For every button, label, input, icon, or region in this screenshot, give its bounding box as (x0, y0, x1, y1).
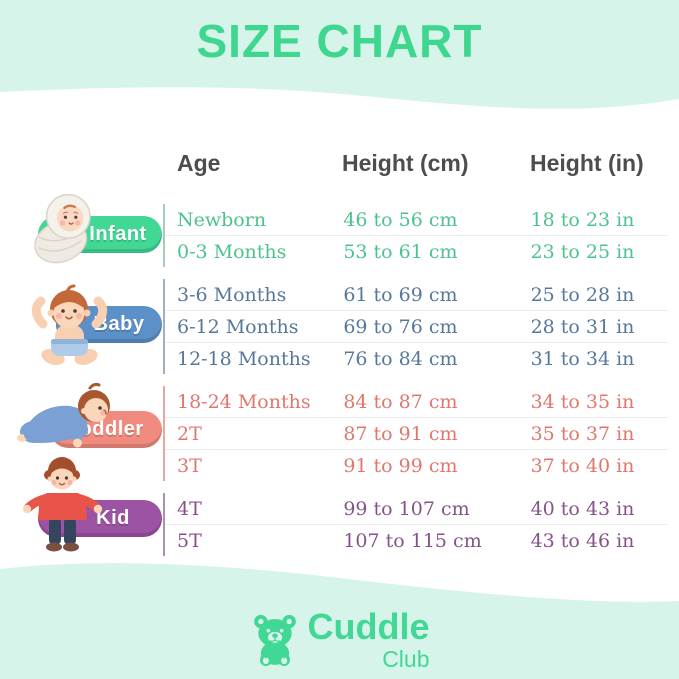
age-cell: 4T (177, 497, 202, 520)
table-row: 4T 99 to 107 cm 40 to 43 in (165, 493, 668, 524)
bottom-wave-divider (0, 557, 679, 602)
height-cm-cell: 46 to 56 cm (343, 208, 458, 231)
top-wave-divider (0, 87, 679, 126)
height-in-cell: 31 to 34 in (530, 347, 635, 370)
height-in-cell: 28 to 31 in (530, 315, 635, 338)
table-header-row: Age Height (cm) Height (in) (163, 146, 668, 180)
height-in-cell: 37 to 40 in (530, 454, 635, 477)
table-row: 6-12 Months 69 to 76 cm 28 to 31 in (165, 310, 668, 342)
group-baby: 3-6 Months 61 to 69 cm 25 to 28 in 6-12 … (163, 279, 668, 374)
age-cell: Newborn (177, 208, 267, 231)
height-cm-cell: 61 to 69 cm (343, 283, 458, 306)
crawling-toddler-icon (17, 382, 110, 448)
height-in-cell: 18 to 23 in (530, 208, 635, 231)
size-table: Age Height (cm) Height (in) Newborn 46 t… (163, 146, 668, 568)
column-header-height-cm: Height (cm) (342, 149, 469, 176)
group-toddler: 18-24 Months 84 to 87 cm 34 to 35 in 2T … (163, 386, 668, 481)
column-header-age: Age (177, 149, 221, 176)
height-cm-cell: 107 to 115 cm (343, 529, 482, 552)
teddy-bear-icon (253, 614, 296, 667)
age-cell: 2T (177, 422, 202, 445)
brand-name-block: Cuddle Club (308, 608, 430, 671)
brand-subname: Club (382, 645, 430, 672)
table-row: 3-6 Months 61 to 69 cm 25 to 28 in (165, 279, 668, 310)
table-row: 3T 91 to 99 cm 37 to 40 in (165, 449, 668, 481)
height-in-cell: 35 to 37 in (530, 422, 635, 445)
age-cell: 18-24 Months (177, 390, 311, 413)
height-cm-cell: 99 to 107 cm (343, 497, 470, 520)
height-cm-cell: 69 to 76 cm (343, 315, 458, 338)
age-cell: 3T (177, 454, 202, 477)
height-in-cell: 25 to 28 in (530, 283, 635, 306)
height-in-cell: 34 to 35 in (530, 390, 635, 413)
group-infant: Newborn 46 to 56 cm 18 to 23 in 0-3 Mont… (163, 204, 668, 267)
brand-name: Cuddle (307, 606, 430, 647)
brand-logo: Cuddle Club (0, 608, 679, 671)
table-row: 12-18 Months 76 to 84 cm 31 to 34 in (165, 342, 668, 374)
age-cell: 12-18 Months (177, 347, 311, 370)
height-cm-cell: 91 to 99 cm (343, 454, 458, 477)
table-row: 0-3 Months 53 to 61 cm 23 to 25 in (165, 235, 668, 267)
height-in-cell: 40 to 43 in (530, 497, 635, 520)
age-cell: 0-3 Months (177, 240, 287, 263)
table-row: 2T 87 to 91 cm 35 to 37 in (165, 417, 668, 449)
group-kid: 4T 99 to 107 cm 40 to 43 in 5T 107 to 11… (163, 493, 668, 556)
height-cm-cell: 84 to 87 cm (343, 390, 458, 413)
column-header-height-in: Height (in) (530, 149, 644, 176)
age-cell: 3-6 Months (177, 283, 287, 306)
standing-kid-icon (22, 457, 103, 552)
age-cell: 6-12 Months (177, 315, 299, 338)
page-title: SIZE CHART (196, 15, 483, 67)
table-row: Newborn 46 to 56 cm 18 to 23 in (165, 204, 668, 235)
height-cm-cell: 87 to 91 cm (343, 422, 458, 445)
swaddled-baby-icon (34, 193, 91, 264)
table-row: 5T 107 to 115 cm 43 to 46 in (165, 524, 668, 556)
sitting-baby-icon (31, 284, 108, 366)
height-in-cell: 23 to 25 in (530, 240, 635, 263)
age-cell: 5T (177, 529, 202, 552)
height-cm-cell: 76 to 84 cm (343, 347, 458, 370)
table-row: 18-24 Months 84 to 87 cm 34 to 35 in (165, 386, 668, 417)
height-cm-cell: 53 to 61 cm (343, 240, 458, 263)
height-in-cell: 43 to 46 in (530, 529, 635, 552)
